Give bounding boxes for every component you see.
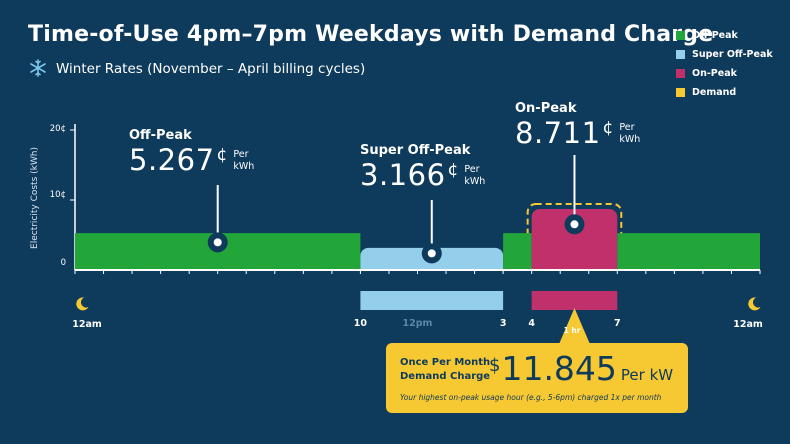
onpeak-unit-per: Per: [619, 122, 635, 133]
offpeak-pointer-core: [213, 238, 222, 247]
onpeak-name: On-Peak: [515, 101, 577, 116]
onpeak-cent: ¢: [602, 118, 614, 138]
superoff-name: Super Off-Peak: [360, 143, 471, 158]
y-tick-10: 10¢: [49, 190, 66, 200]
x-tick-label: 12am: [733, 319, 763, 330]
moon-icon-left: [76, 297, 89, 311]
legend-label: On-Peak: [692, 68, 737, 79]
page-title: Time-of-Use 4pm–7pm Weekdays with Demand…: [28, 22, 714, 47]
superoff-cent: ¢: [447, 160, 459, 180]
offpeak-cent: ¢: [216, 145, 228, 165]
legend-label: Demand: [692, 87, 737, 98]
offpeak-rate-label: Off-Peak 5.267 ¢ Per kWh: [129, 128, 254, 177]
demand-charge-callout: Once Per Month Demand Charge $11.845 Per k…: [386, 343, 688, 413]
snowflake-icon: [30, 59, 46, 77]
legend-swatch: [676, 88, 685, 97]
legend-label: Off-Peak: [692, 30, 738, 41]
rate-bar-base-1: [360, 262, 504, 270]
legend: Off-Peak Super Off-Peak On-Peak Demand: [676, 26, 773, 102]
rate-bar-base-3: [531, 262, 618, 270]
x-tick-label: 12am: [72, 319, 102, 330]
onpeak-rate-label: On-Peak 8.711 ¢ Per kWh: [515, 101, 640, 150]
offpeak-value: 5.267: [129, 143, 215, 177]
x-tick-label: 4: [528, 318, 535, 329]
demand-value: 11.845: [501, 349, 617, 388]
legend-swatch: [676, 31, 685, 40]
offpeak-unit-kwh: kWh: [233, 161, 255, 172]
legend-swatch: [676, 50, 685, 59]
superoff-pointer-core: [427, 249, 436, 258]
demand-title-line2: Demand Charge: [400, 371, 491, 382]
demand-title-line1: Once Per Month: [400, 357, 491, 368]
demand-dollar-sign: $: [489, 355, 501, 376]
demand-callout-pointer: [559, 308, 590, 343]
legend-item-demand: Demand: [676, 83, 773, 102]
offpeak-unit-per: Per: [233, 149, 249, 160]
legend-item-off-peak: Off-Peak: [676, 26, 773, 45]
legend-item-on-peak: On-Peak: [676, 64, 773, 83]
rate-bar-3: [531, 209, 618, 270]
superoff-unit-kwh: kWh: [464, 176, 486, 187]
x-tick-label: 3: [499, 318, 507, 329]
timeline-bar-1: [531, 291, 618, 310]
rate-bar-2: [503, 233, 532, 270]
x-tick-label: 7: [613, 318, 621, 329]
offpeak-name: Off-Peak: [129, 128, 192, 143]
superoff-value: 3.166: [360, 158, 446, 192]
demand-window-label: 1 hr: [563, 326, 581, 335]
demand-unit: Per kW: [620, 366, 674, 384]
page-subtitle: Winter Rates (November – April billing c…: [56, 61, 366, 77]
demand-note: Your highest on-peak usage hour (e.g., 5…: [400, 393, 662, 402]
legend-swatch: [676, 69, 685, 78]
onpeak-value: 8.711: [515, 116, 601, 150]
x-tick-label: 10: [353, 318, 368, 329]
y-tick-0: 0: [60, 258, 66, 268]
y-tick-20: 20¢: [49, 124, 66, 134]
moon-icon-right: [748, 297, 761, 311]
superoff-unit-per: Per: [464, 164, 480, 175]
x-tick-label: 12pm: [402, 318, 433, 329]
rate-bar-4: [617, 233, 760, 270]
timeline-bar-0: [360, 291, 504, 310]
legend-item-super-off-peak: Super Off-Peak: [676, 45, 773, 64]
superoff-rate-label: Super Off-Peak 3.166 ¢ Per kWh: [360, 143, 485, 192]
legend-label: Super Off-Peak: [692, 49, 773, 60]
onpeak-unit-kwh: kWh: [619, 134, 641, 145]
onpeak-pointer-core: [570, 220, 579, 229]
